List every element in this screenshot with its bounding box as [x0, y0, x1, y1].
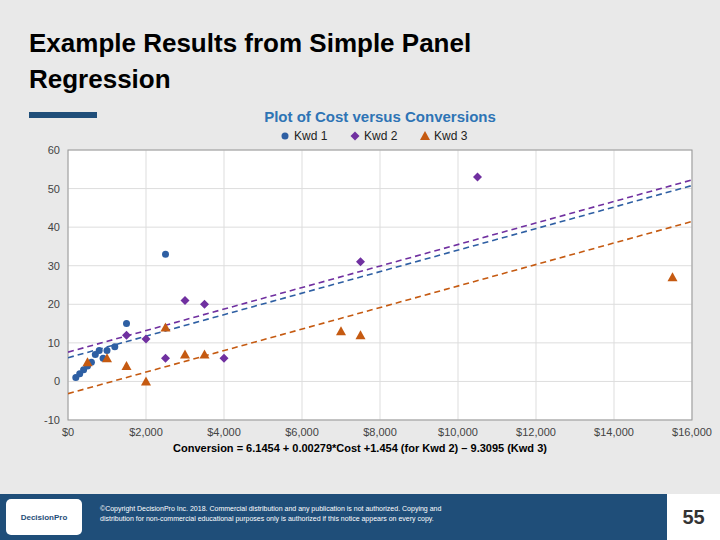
- slide-background: [0, 0, 720, 540]
- logo-box: [6, 499, 82, 535]
- footer-text-line: distribution for non-commercial educatio…: [100, 515, 434, 523]
- y-tick-label: 30: [48, 260, 60, 272]
- grid: [68, 150, 692, 420]
- scatter-point: [141, 376, 151, 385]
- scatter-point: [142, 335, 151, 344]
- scatter-point: [102, 353, 112, 362]
- scatter-point: [473, 173, 482, 182]
- scatter-point: [356, 257, 365, 266]
- legend-label: Kwd 1: [294, 129, 328, 143]
- trend-line: [68, 180, 692, 352]
- plot-data: [68, 173, 692, 394]
- points: [72, 173, 677, 386]
- x-tick-label: $8,000: [363, 426, 397, 438]
- x-tick-label: $2,000: [129, 426, 163, 438]
- scatter-point: [356, 330, 366, 339]
- equation: Conversion = 6.1454 + 0.00279*Cost +1.45…: [173, 442, 547, 454]
- legend-marker: [282, 133, 289, 140]
- y-tick-label: 20: [48, 298, 60, 310]
- scatter-point: [161, 354, 170, 363]
- chart-title: Plot of Cost versus Conversions: [264, 108, 496, 125]
- legend: Kwd 1 Kwd 2 Kwd 3: [282, 129, 468, 143]
- scatter-point: [220, 354, 229, 363]
- scatter-point: [162, 251, 169, 258]
- y-grid-line: [68, 381, 692, 382]
- scatter-point: [104, 347, 111, 354]
- scatter-point: [83, 357, 93, 366]
- x-tick-label: $10,000: [438, 426, 478, 438]
- y-tick-label: 40: [48, 221, 60, 233]
- scatter-point: [122, 331, 131, 340]
- scatter-point: [161, 322, 171, 331]
- x-grid-line: [458, 150, 459, 420]
- footer-text: ©Copyright DecisionPro Inc. 2018. Commer…: [100, 505, 441, 523]
- scatter-point: [336, 326, 346, 335]
- x-grid-line: [380, 150, 381, 420]
- legend-label: Kwd 2: [364, 129, 398, 143]
- scatter-point: [123, 320, 130, 327]
- plot-background: [68, 150, 692, 420]
- x-tick-label: $16,000: [672, 426, 712, 438]
- x-tick-label: $14,000: [594, 426, 634, 438]
- x-grid-line: [224, 150, 225, 420]
- y-grid-line: [68, 304, 692, 305]
- scatter-point: [111, 343, 118, 350]
- y-tick-label: -10: [44, 414, 60, 426]
- x-grid-line: [302, 150, 303, 420]
- accent-bar: [29, 112, 97, 118]
- slide: Example Results from Simple Panel Regress…: [0, 0, 720, 540]
- y-tick-label: 50: [48, 183, 60, 195]
- x-tick-label: $6,000: [285, 426, 319, 438]
- scatter-point: [200, 300, 209, 309]
- y-grid-line: [68, 188, 692, 189]
- scatter-point: [200, 349, 210, 358]
- x-tick-label: $12,000: [516, 426, 556, 438]
- x-tick-label: $4,000: [207, 426, 241, 438]
- slide-title: Regression: [29, 64, 171, 94]
- scatter-point: [180, 349, 190, 358]
- page-number-box: [667, 494, 720, 540]
- scatter-point: [668, 272, 678, 281]
- y-grid-line: [68, 227, 692, 228]
- plot-frame: [68, 150, 692, 420]
- slide-title: Example Results from Simple Panel: [29, 28, 471, 58]
- footer-text-line: ©Copyright DecisionPro Inc. 2018. Commer…: [100, 505, 441, 513]
- x-grid-line: [614, 150, 615, 420]
- legend-marker: [420, 131, 430, 140]
- legend-label: Kwd 3: [434, 129, 468, 143]
- y-grid-line: [68, 342, 692, 343]
- logo-text: DecisionPro: [21, 513, 68, 522]
- trend-line: [68, 186, 692, 358]
- y-tick-label: 10: [48, 337, 60, 349]
- y-tick-label: 0: [54, 375, 60, 387]
- legend-marker: [351, 132, 360, 141]
- page-number: 55: [682, 506, 704, 528]
- lines: [68, 180, 692, 394]
- x-grid-line: [536, 150, 537, 420]
- trend-line: [68, 221, 692, 393]
- x-tick-label: $0: [62, 426, 74, 438]
- scatter-point: [122, 361, 132, 370]
- y-tick-label: 60: [48, 144, 60, 156]
- scatter-point: [96, 347, 103, 354]
- scatter-point: [181, 296, 190, 305]
- footer-bar: [0, 494, 720, 540]
